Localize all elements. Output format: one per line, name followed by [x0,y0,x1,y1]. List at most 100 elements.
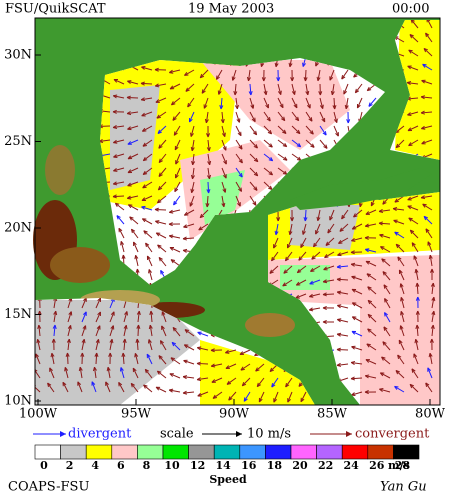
arrow-head [428,254,433,260]
arrow-head [310,267,315,272]
arrow-head [350,262,356,267]
arrow-head [296,268,302,274]
arrow-head [303,77,308,82]
wind-arrow [337,363,349,366]
arrow-head [282,282,287,287]
wind-arrow [150,311,153,323]
wind-arrow [129,216,139,225]
wind-arrow [141,97,153,101]
wind-arrow [113,125,125,128]
arrow-head [250,104,255,109]
arrow-head [172,326,177,332]
arrow-head [221,202,226,208]
arrow-head [236,118,241,123]
arrow-head [346,119,351,124]
arrow-head [168,234,174,239]
arrow-head [322,305,327,310]
wind-arrow [184,329,195,337]
arrow-head [161,311,166,316]
wind-arrow [333,111,338,123]
arrow-head [155,386,161,391]
wind-arrow [184,344,195,351]
wind-arrow [345,97,349,109]
wind-arrow [421,125,433,130]
wind-arrow [156,111,167,119]
scale-value: 10 m/s [247,427,291,442]
wind-arrow [128,204,139,211]
wind-arrow [161,325,167,337]
wind-arrow [400,297,405,309]
arrow-head [379,372,385,377]
arrow-head [204,118,209,124]
lat-label: 30N [4,48,32,63]
arrow-head [30,184,34,187]
wind-arrow [365,248,377,253]
arrow-head [154,83,160,88]
wind-arrow [331,83,335,95]
arrow-head [196,361,201,366]
arrow-head [341,214,346,220]
arrow-head [261,77,266,82]
arrow-head [182,375,188,380]
wind-arrow [216,69,223,80]
colorbar-label: 24 [344,459,360,472]
wind-arrow [127,153,139,160]
arrow-head [251,117,256,123]
arrow-head [308,307,314,312]
wind-arrow [263,139,273,148]
arrow-head [134,254,139,260]
arrow-head [353,213,358,218]
arrow-head [302,62,306,67]
arrow-head [201,89,206,94]
arrow-head [427,241,432,246]
arrow-head [183,211,189,216]
arrow-head [364,223,370,228]
arrow-head [145,242,150,248]
colorbar-label: 14 [216,459,232,472]
map-frame [34,17,441,406]
arrow-head [414,338,419,344]
arrow-head [142,170,148,176]
wind-arrow [291,125,301,134]
arrow-head [329,76,334,81]
arrow-head [173,131,178,136]
author: Yan Gu [380,480,427,495]
colorbar-label: 26 [369,459,385,472]
wind-arrow [305,125,314,135]
wind-arrow [380,246,391,253]
wind-arrow [367,328,377,337]
wind-arrow [158,167,167,177]
arrow-head [409,383,415,389]
wind-arrow [275,223,279,235]
arrow-head [198,226,203,231]
wind-arrow [35,368,41,379]
wind-arrow [409,34,419,43]
arrow-head [378,209,384,214]
arrow-head [91,381,96,386]
arrow-head [413,255,418,260]
wind-arrow [247,69,251,81]
arrow-head [81,338,86,344]
arrow-head [231,76,236,81]
wind-arrow [225,349,237,354]
arrow-head [421,79,426,84]
wind-arrow [112,195,125,198]
wind-arrow [191,167,195,179]
wind-arrow [263,153,273,162]
wind-arrow [95,311,101,323]
arrow-head [155,99,160,103]
wind-arrow [35,353,41,365]
arrow-head [127,182,132,187]
wind-arrow [81,325,87,337]
wind-arrow [170,357,181,365]
arrow-head [364,390,369,395]
wind-arrow [35,384,41,393]
wind-arrow [67,325,72,337]
arrow-head [336,347,341,352]
wind-arrow [379,234,391,239]
arrow-head [142,156,148,162]
arrow-head [222,146,227,151]
arrow-head [411,368,416,373]
wind-arrow [408,139,419,147]
wind-arrow [263,97,269,109]
